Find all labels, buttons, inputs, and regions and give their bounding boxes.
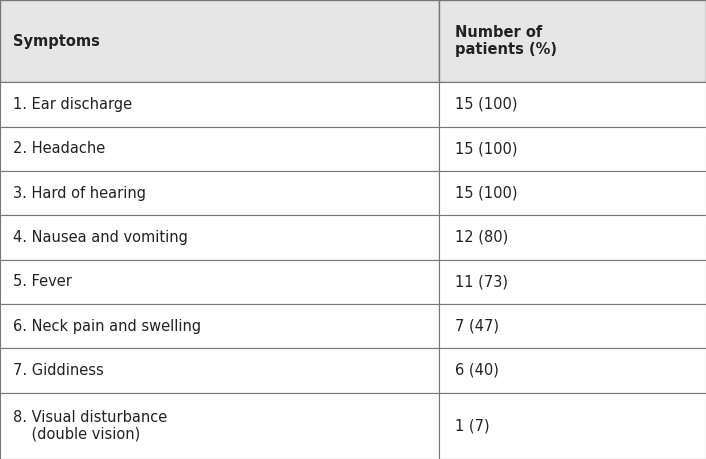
Bar bbox=[0, 304, 439, 348]
Text: 7. Giddiness: 7. Giddiness bbox=[13, 363, 104, 378]
Bar bbox=[0, 260, 439, 304]
Bar bbox=[0, 127, 439, 171]
Bar bbox=[0, 348, 439, 392]
Bar bbox=[439, 260, 706, 304]
Text: 15 (100): 15 (100) bbox=[455, 141, 517, 156]
Text: 2. Headache: 2. Headache bbox=[13, 141, 105, 156]
Text: 12 (80): 12 (80) bbox=[455, 230, 508, 245]
Bar bbox=[439, 304, 706, 348]
Text: 4. Nausea and vomiting: 4. Nausea and vomiting bbox=[13, 230, 188, 245]
Text: 6. Neck pain and swelling: 6. Neck pain and swelling bbox=[13, 319, 201, 334]
Text: 15 (100): 15 (100) bbox=[455, 97, 517, 112]
Text: 7 (47): 7 (47) bbox=[455, 319, 498, 334]
Bar bbox=[439, 127, 706, 171]
Bar bbox=[0, 82, 439, 127]
Text: 8. Visual disturbance
    (double vision): 8. Visual disturbance (double vision) bbox=[13, 409, 167, 442]
Text: 5. Fever: 5. Fever bbox=[13, 274, 71, 289]
Bar bbox=[439, 348, 706, 392]
Text: 15 (100): 15 (100) bbox=[455, 185, 517, 201]
Bar bbox=[439, 0, 706, 82]
Text: 1. Ear discharge: 1. Ear discharge bbox=[13, 97, 132, 112]
Bar bbox=[0, 171, 439, 215]
Bar bbox=[439, 392, 706, 459]
Bar bbox=[439, 82, 706, 127]
Text: 1 (7): 1 (7) bbox=[455, 418, 489, 433]
Text: Number of
patients (%): Number of patients (%) bbox=[455, 25, 556, 57]
Bar bbox=[0, 215, 439, 260]
Bar bbox=[439, 171, 706, 215]
Text: 3. Hard of hearing: 3. Hard of hearing bbox=[13, 185, 145, 201]
Bar bbox=[0, 0, 439, 82]
Bar bbox=[0, 392, 439, 459]
Text: Symptoms: Symptoms bbox=[13, 34, 100, 49]
Text: 6 (40): 6 (40) bbox=[455, 363, 498, 378]
Bar bbox=[439, 215, 706, 260]
Text: 11 (73): 11 (73) bbox=[455, 274, 508, 289]
